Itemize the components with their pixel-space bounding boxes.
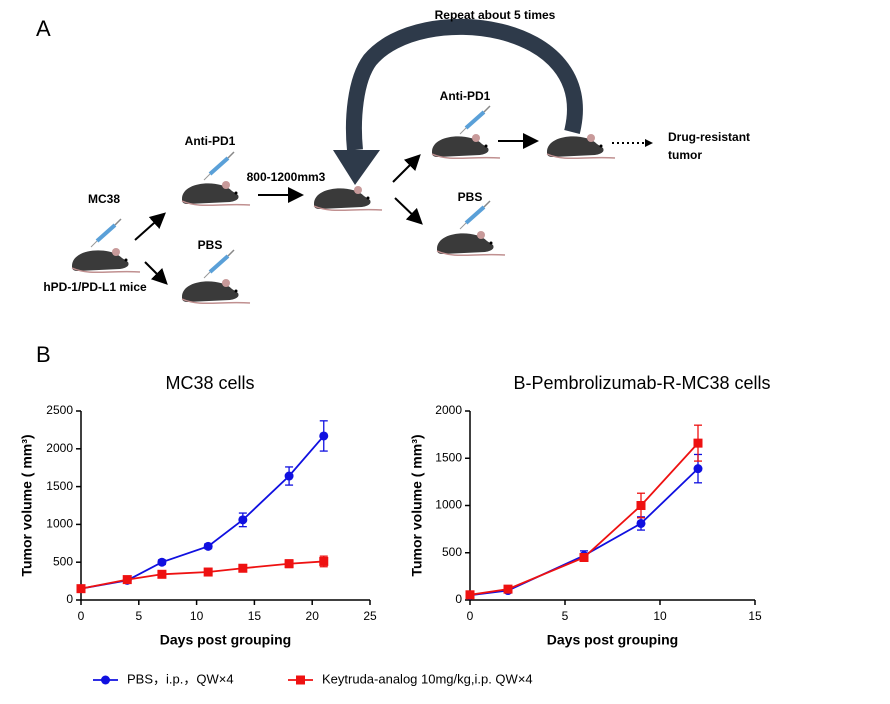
syringe	[458, 104, 492, 136]
x-tick-label: 10	[190, 609, 204, 623]
repeat-arrow	[345, 18, 583, 151]
result-label: Drug-resistant	[668, 130, 750, 144]
mouse	[181, 180, 251, 207]
x-axis-label: Days post grouping	[160, 632, 291, 648]
y-tick-label: 0	[66, 592, 73, 606]
marker	[238, 563, 248, 573]
panel-a: A Repeat about 5 times MC38 hPD-1/PD-L1 …	[36, 8, 750, 305]
panel-label: A	[36, 16, 51, 41]
syringe	[202, 248, 236, 280]
treatment-label: Anti-PD1	[440, 89, 491, 103]
marker	[76, 584, 86, 594]
marker	[203, 567, 213, 577]
syringe	[202, 150, 236, 182]
y-tick-label: 1500	[435, 450, 462, 464]
x-tick-label: 25	[363, 609, 377, 623]
x-tick-label: 0	[78, 609, 85, 623]
marker	[122, 575, 132, 585]
y-tick-label: 1500	[46, 479, 73, 493]
legend-label: Keytruda-analog 10mg/kg,i.p. QW×4	[322, 671, 533, 686]
marker	[636, 518, 646, 528]
mouse	[181, 278, 251, 305]
legend-label: PBS，i.p.，QW×4	[127, 671, 234, 686]
marker	[319, 431, 329, 441]
marker	[693, 464, 703, 474]
x-tick-label: 15	[248, 609, 262, 623]
x-tick-label: 5	[562, 609, 569, 623]
marker	[157, 569, 167, 579]
syringe	[89, 217, 123, 249]
y-tick-label: 500	[53, 554, 73, 568]
repeat-label: Repeat about 5 times	[435, 8, 556, 22]
y-axis-label: Tumor volume ( mm³)	[409, 434, 425, 576]
mouse	[436, 230, 506, 257]
arrow	[134, 212, 166, 241]
y-axis-label: Tumor volume ( mm³)	[19, 434, 35, 576]
y-tick-label: 500	[442, 545, 462, 559]
y-tick-label: 2000	[435, 403, 462, 417]
x-tick-label: 0	[467, 609, 474, 623]
arrow	[144, 261, 168, 285]
treatment-label: PBS	[198, 238, 223, 252]
y-tick-label: 1000	[46, 517, 73, 531]
marker	[319, 556, 329, 566]
y-tick-label: 1000	[435, 498, 462, 512]
marker	[693, 438, 703, 448]
chart-title: B-Pembrolizumab-R-MC38 cells	[513, 373, 770, 393]
marker	[157, 557, 167, 567]
syringe	[458, 199, 492, 231]
result-label: tumor	[668, 148, 702, 162]
marker	[284, 471, 294, 481]
x-tick-label: 20	[306, 609, 320, 623]
mice-label: hPD-1/PD-L1 mice	[43, 280, 147, 294]
x-tick-label: 10	[653, 609, 667, 623]
series-line	[469, 442, 699, 596]
x-tick-label: 15	[748, 609, 762, 623]
marker	[238, 515, 248, 525]
marker	[636, 501, 646, 510]
mouse	[431, 133, 501, 160]
x-tick-label: 5	[135, 609, 142, 623]
arrow	[394, 197, 423, 225]
panel-label: B	[36, 342, 51, 367]
y-tick-label: 2000	[46, 441, 73, 455]
repeat-arrowhead	[333, 150, 380, 185]
marker	[203, 541, 213, 551]
chart-title: MC38 cells	[165, 373, 254, 393]
treatment-label: Anti-PD1	[185, 134, 236, 148]
mouse	[546, 133, 616, 160]
x-axis-label: Days post grouping	[547, 632, 678, 648]
legend-marker	[296, 675, 305, 685]
y-tick-label: 2500	[46, 403, 73, 417]
mouse	[313, 185, 383, 212]
marker	[579, 552, 589, 562]
arrowhead	[645, 139, 653, 147]
marker	[465, 590, 475, 600]
marker	[284, 559, 294, 569]
y-tick-label: 0	[455, 592, 462, 606]
mouse	[71, 247, 141, 274]
treatment-label: PBS	[458, 190, 483, 204]
arrow	[392, 154, 421, 183]
marker	[503, 584, 513, 594]
series-line	[469, 467, 699, 597]
size-label: 800-1200mm3	[247, 170, 326, 184]
legend-marker	[101, 675, 110, 685]
mc38-label: MC38	[88, 192, 120, 206]
